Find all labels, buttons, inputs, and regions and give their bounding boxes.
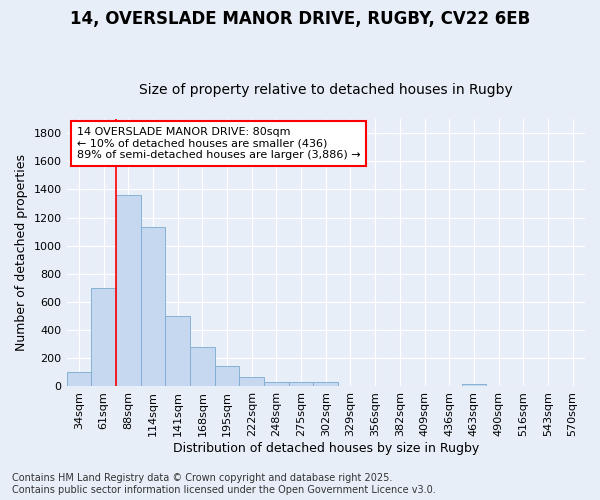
Text: 14 OVERSLADE MANOR DRIVE: 80sqm
← 10% of detached houses are smaller (436)
89% o: 14 OVERSLADE MANOR DRIVE: 80sqm ← 10% of… [77, 127, 361, 160]
Bar [165, 316, 190, 386]
Text: 14, OVERSLADE MANOR DRIVE, RUGBY, CV22 6EB: 14, OVERSLADE MANOR DRIVE, RUGBY, CV22 6… [70, 10, 530, 28]
Bar [190, 347, 215, 387]
X-axis label: Distribution of detached houses by size in Rugby: Distribution of detached houses by size … [173, 442, 479, 455]
Y-axis label: Number of detached properties: Number of detached properties [15, 154, 28, 351]
Bar [140, 228, 165, 386]
Bar [67, 372, 91, 386]
Bar [239, 376, 264, 386]
Bar [91, 288, 116, 386]
Bar [313, 382, 338, 386]
Bar [116, 195, 140, 386]
Bar [264, 382, 289, 386]
Bar [461, 384, 486, 386]
Title: Size of property relative to detached houses in Rugby: Size of property relative to detached ho… [139, 83, 512, 97]
Bar [289, 382, 313, 386]
Text: Contains HM Land Registry data © Crown copyright and database right 2025.
Contai: Contains HM Land Registry data © Crown c… [12, 474, 436, 495]
Bar [215, 366, 239, 386]
